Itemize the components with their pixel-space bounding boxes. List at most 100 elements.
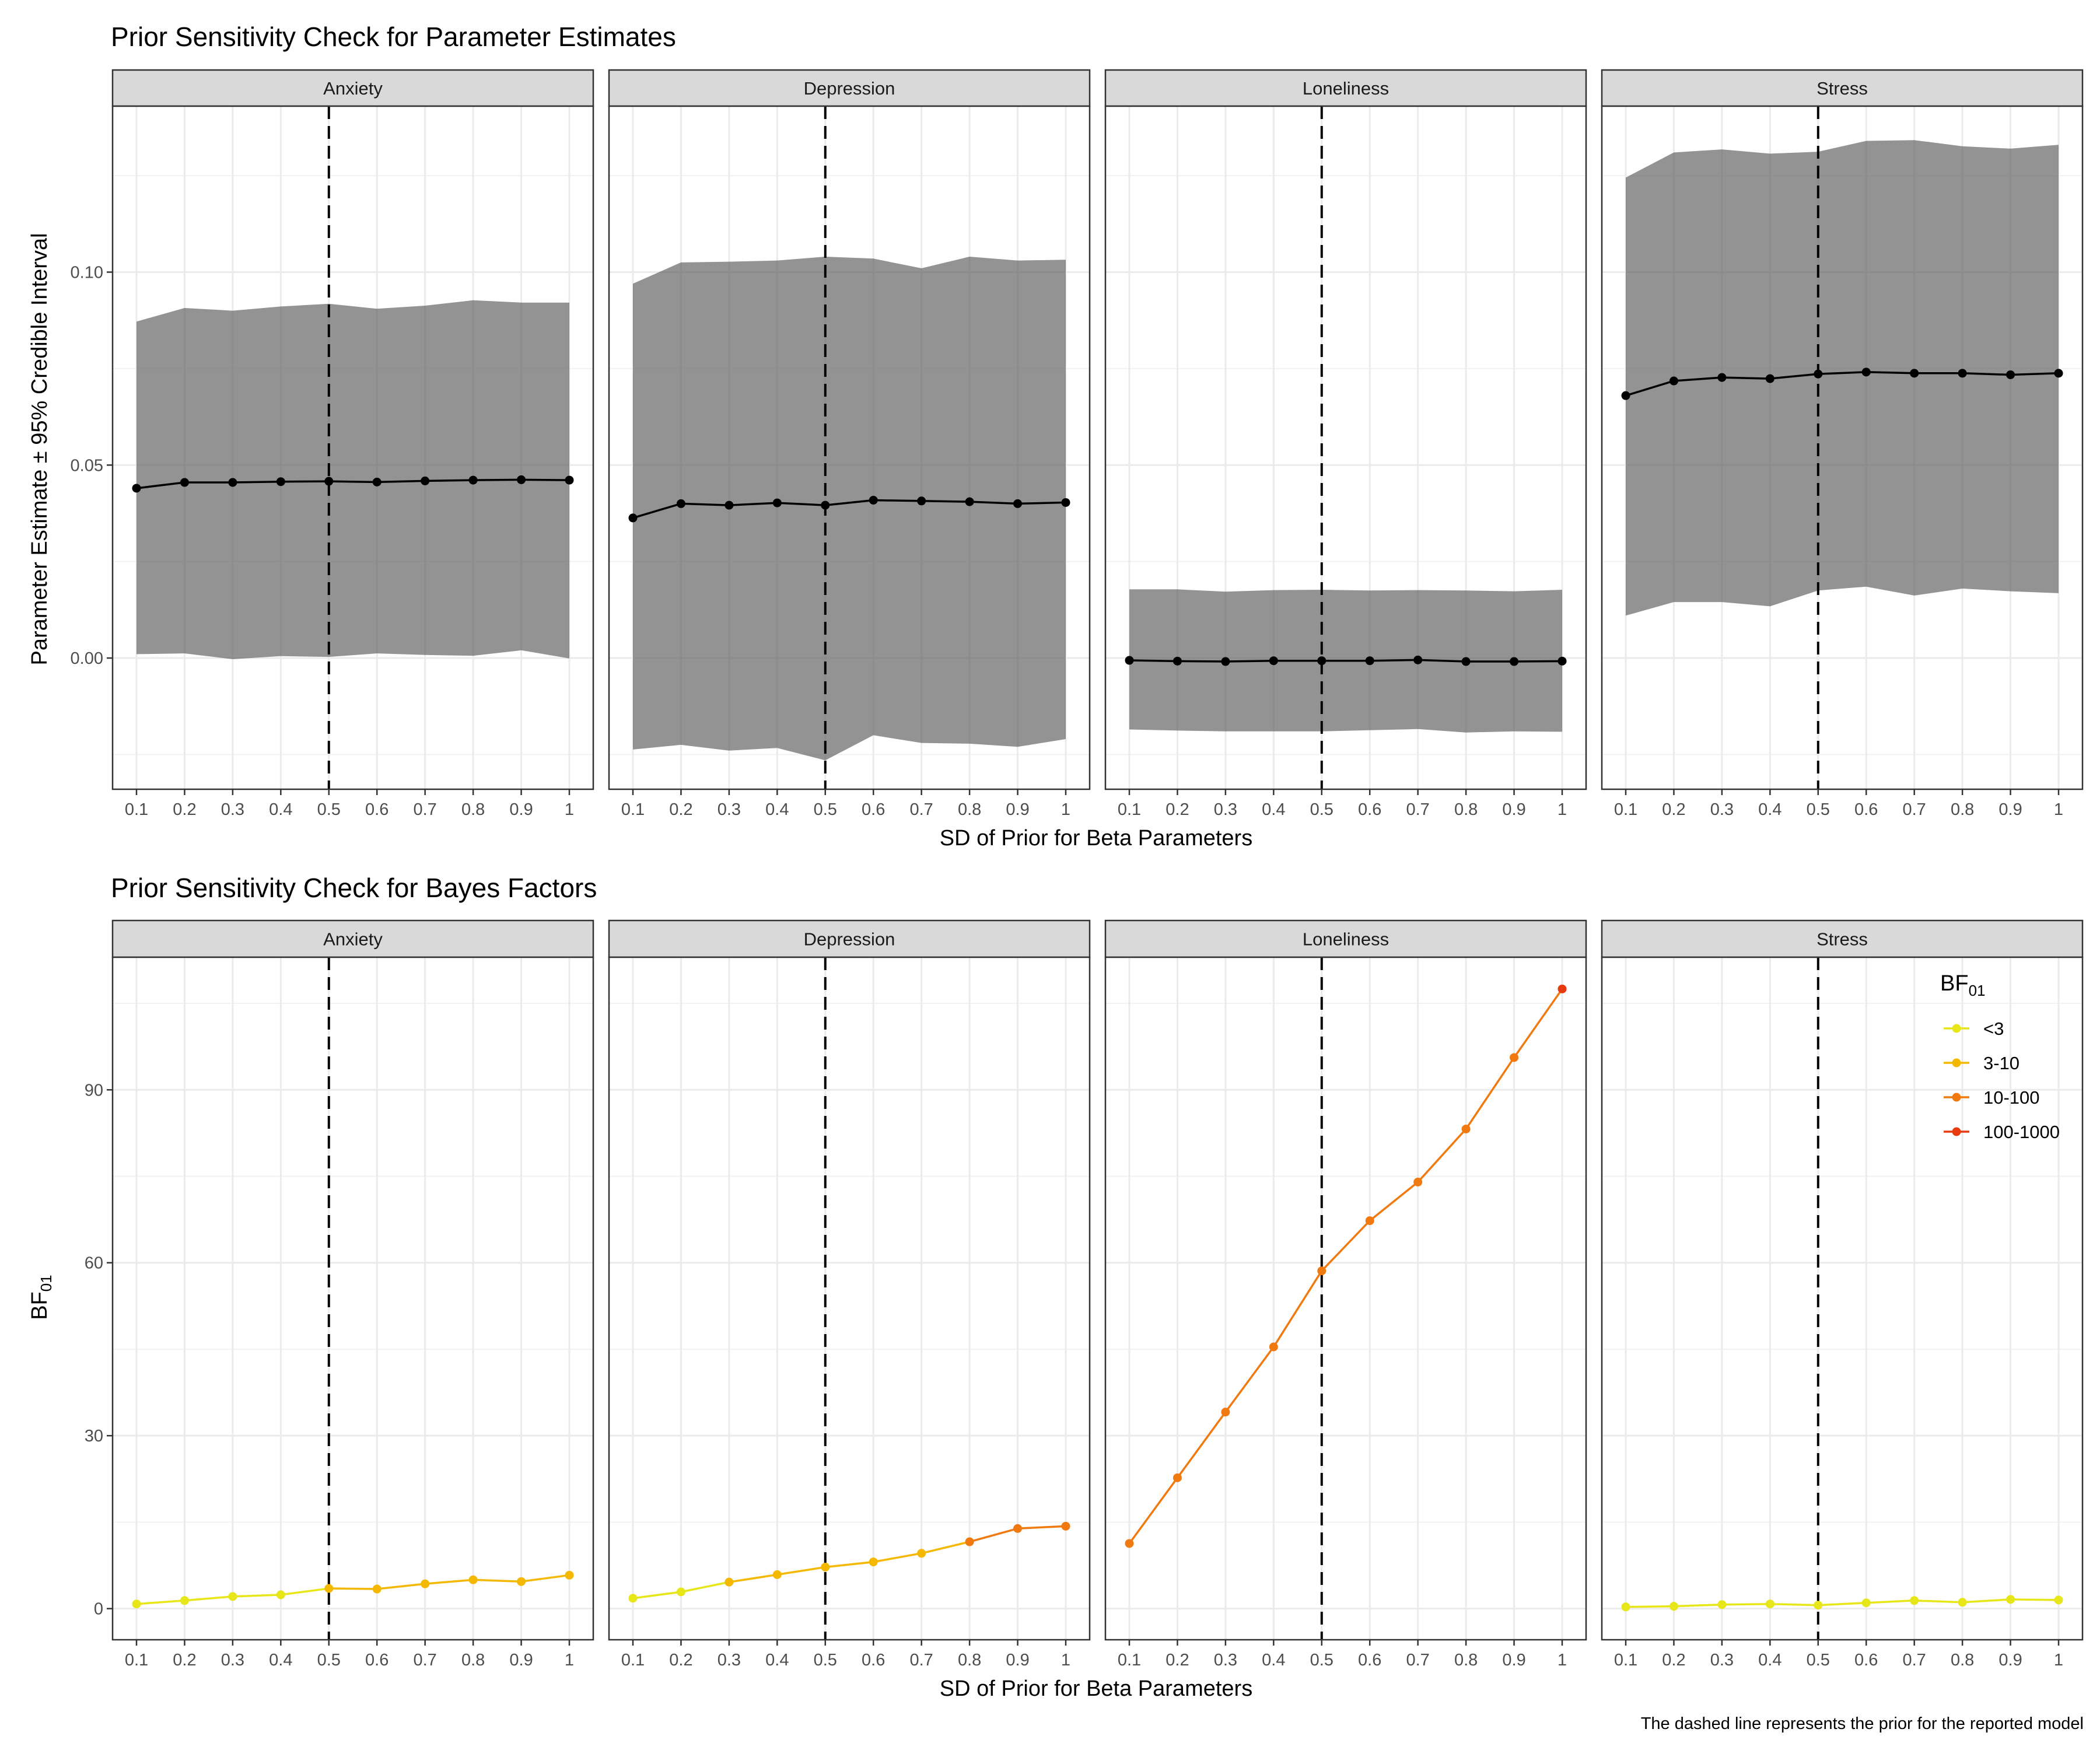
bf01-line-segment-stress	[1770, 1602, 1818, 1606]
top-x-tick-label-anxiety: 1	[565, 800, 574, 819]
bf01-point-depression	[1013, 1524, 1023, 1533]
estimate-point-loneliness	[1510, 657, 1519, 666]
bottom-x-tick-label-loneliness: 0.4	[1262, 1651, 1285, 1670]
estimate-point-loneliness	[1413, 655, 1423, 664]
legend-title-main: BF	[1940, 971, 1969, 996]
top-strip-depression	[608, 69, 1091, 107]
bottom-x-tick-label-depression: 0.3	[718, 1651, 741, 1670]
top-strip-label-depression: Depression	[804, 78, 895, 99]
bf01-point-stress	[1717, 1600, 1727, 1609]
top-x-tick-label-depression: 0.9	[1006, 800, 1029, 819]
bottom-strip-depression	[608, 919, 1091, 958]
bottom-panel-border-loneliness	[1104, 956, 1587, 1641]
bf01-point-stress	[1910, 1596, 1919, 1605]
top-x-tick-label-anxiety: 0.2	[173, 800, 196, 819]
estimate-point-stress	[1814, 369, 1823, 379]
bottom-panel-bg-stress	[1602, 957, 2082, 1640]
top-strip-loneliness	[1104, 69, 1587, 107]
top-x-tick-label-loneliness: 0.6	[1358, 800, 1381, 819]
bottom-x-tick-label-depression: 0.9	[1006, 1651, 1029, 1670]
legend-item-1-marker	[1952, 1024, 1961, 1033]
bf01-point-stress	[1669, 1602, 1678, 1611]
top-x-tick-label-depression: 0.3	[718, 800, 741, 819]
bottom-x-tick-label-stress: 0.1	[1614, 1651, 1637, 1670]
bottom-x-tick-label-stress: 1	[2054, 1651, 2063, 1670]
bottom-x-tick-label-stress: 0.8	[1951, 1651, 1974, 1670]
bf01-line-segment-loneliness	[1465, 1056, 1516, 1130]
top-panel-border-stress	[1601, 105, 2084, 790]
top-x-tick-label-anxiety: 0.7	[414, 800, 437, 819]
top-chart-title: Prior Sensitivity Check for Parameter Es…	[111, 22, 676, 52]
legend-item-4-label: 100-1000	[1983, 1122, 2060, 1142]
bf01-point-loneliness	[1558, 984, 1567, 993]
bottom-y-axis-label-main: BF	[27, 1292, 52, 1320]
estimate-point-depression	[724, 501, 734, 510]
bf01-line-segment-stress	[1914, 1600, 1963, 1604]
bottom-x-tick-label-loneliness: 0.6	[1358, 1651, 1381, 1670]
bf01-line-segment-stress	[1721, 1602, 1770, 1606]
top-x-tick-label-stress: 0.2	[1662, 800, 1685, 819]
bottom-strip-label-stress: Stress	[1817, 929, 1868, 950]
bottom-x-tick-label-stress: 0.3	[1710, 1651, 1734, 1670]
bottom-x-tick-label-anxiety: 1	[565, 1651, 574, 1670]
top-x-tick-label-stress: 0.8	[1951, 800, 1974, 819]
legend-item-2-label: 3-10	[1983, 1053, 2020, 1073]
bottom-x-tick-label-loneliness: 1	[1558, 1651, 1567, 1670]
bottom-x-tick-label-loneliness: 0.3	[1214, 1651, 1237, 1670]
bottom-x-tick-label-loneliness: 0.9	[1502, 1651, 1525, 1670]
top-panel-border-loneliness	[1104, 105, 1587, 790]
bf01-line-segment-anxiety	[425, 1578, 474, 1585]
top-x-tick-label-depression: 1	[1061, 800, 1070, 819]
bottom-panel-border-stress	[1601, 956, 2084, 1641]
bottom-y-axis-label-sub: 01	[37, 1275, 55, 1292]
top-x-tick-label-loneliness: 0.7	[1406, 800, 1430, 819]
bf01-point-depression	[628, 1594, 638, 1603]
estimate-point-stress	[2054, 369, 2063, 378]
bf01-point-loneliness	[1221, 1408, 1230, 1417]
estimate-point-stress	[2006, 370, 2015, 379]
top-x-tick-label-loneliness: 0.9	[1502, 800, 1525, 819]
estimate-point-stress	[1621, 391, 1630, 400]
bottom-x-tick-label-depression: 0.7	[910, 1651, 933, 1670]
bottom-x-tick-label-anxiety: 0.9	[509, 1651, 533, 1670]
bf01-point-stress	[1958, 1598, 1967, 1607]
estimate-point-anxiety	[565, 475, 574, 485]
bf01-line-segment-anxiety	[136, 1600, 185, 1605]
top-x-tick-label-loneliness: 1	[1558, 800, 1567, 819]
bf01-line-segment-stress	[1962, 1598, 2011, 1604]
bf01-line-segment-stress	[1866, 1600, 1915, 1604]
bottom-x-tick-label-depression: 1	[1061, 1651, 1070, 1670]
top-x-tick-label-stress: 0.7	[1903, 800, 1926, 819]
bf01-line-segment-depression	[873, 1552, 922, 1563]
bottom-x-tick-label-loneliness: 0.2	[1166, 1651, 1189, 1670]
bottom-x-tick-label-anxiety: 0.5	[317, 1651, 341, 1670]
estimate-point-stress	[1958, 369, 1967, 378]
bottom-x-tick-label-depression: 0.2	[669, 1651, 692, 1670]
bf01-point-stress	[1861, 1598, 1871, 1608]
bf01-point-depression	[772, 1570, 782, 1579]
bf01-line-segment-anxiety	[328, 1587, 377, 1590]
bf01-point-stress	[2054, 1595, 2063, 1605]
top-strip-label-loneliness: Loneliness	[1303, 78, 1389, 99]
top-strip-label-anxiety: Anxiety	[323, 78, 383, 99]
estimate-point-depression	[869, 495, 878, 505]
top-panel-border-depression	[608, 105, 1091, 790]
bottom-x-tick-label-anxiety: 0.1	[125, 1651, 148, 1670]
bottom-x-tick-label-loneliness: 0.1	[1118, 1651, 1141, 1670]
top-y-tick-label: 0.05	[71, 456, 103, 475]
bottom-y-axis-label: BF01	[27, 1275, 55, 1320]
credible-interval-ribbon-depression	[633, 257, 1066, 761]
bottom-panel-bg-depression	[609, 957, 1090, 1640]
legend-item-1: <3	[1944, 1019, 2004, 1039]
bf01-point-anxiety	[132, 1600, 141, 1609]
bf01-point-depression	[965, 1537, 974, 1546]
bottom-x-tick-label-depression: 0.6	[862, 1651, 885, 1670]
bf01-point-anxiety	[276, 1590, 285, 1600]
bf01-line-segment-depression	[969, 1527, 1019, 1543]
bf01-point-anxiety	[421, 1579, 430, 1588]
bottom-x-tick-label-anxiety: 0.4	[269, 1651, 292, 1670]
estimate-point-anxiety	[421, 476, 430, 485]
bottom-y-tick-label: 30	[85, 1427, 103, 1446]
legend: BF01 <3 3-10 10-100 100-1000	[1940, 971, 2060, 1142]
credible-interval-ribbon-anxiety	[136, 300, 569, 659]
